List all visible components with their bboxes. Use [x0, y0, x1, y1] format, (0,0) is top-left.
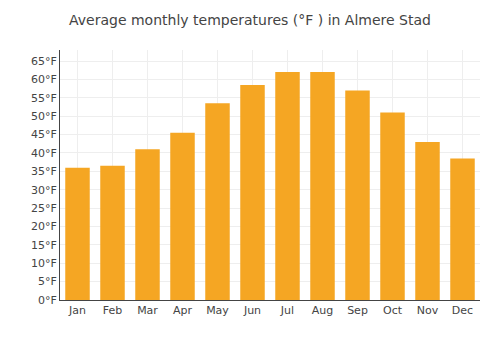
svg-text:Sep: Sep: [347, 304, 368, 317]
svg-text:Aug: Aug: [312, 304, 333, 317]
svg-text:Oct: Oct: [383, 304, 403, 317]
svg-text:Dec: Dec: [452, 304, 473, 317]
svg-text:May: May: [206, 304, 229, 317]
svg-text:15°F: 15°F: [31, 239, 57, 252]
svg-text:25°F: 25°F: [31, 202, 57, 215]
svg-text:10°F: 10°F: [31, 257, 57, 270]
svg-text:35°F: 35°F: [31, 165, 57, 178]
svg-text:65°F: 65°F: [31, 55, 57, 68]
svg-text:0°F: 0°F: [38, 294, 57, 307]
svg-text:40°F: 40°F: [31, 147, 57, 160]
svg-text:20°F: 20°F: [31, 220, 57, 233]
svg-text:Mar: Mar: [137, 304, 158, 317]
svg-text:Jun: Jun: [243, 304, 261, 317]
svg-text:Nov: Nov: [417, 304, 439, 317]
svg-text:Feb: Feb: [103, 304, 122, 317]
svg-text:Jan: Jan: [68, 304, 86, 317]
svg-text:Average monthly temperatures (: Average monthly temperatures (°F ) in Al…: [69, 12, 431, 28]
svg-text:Apr: Apr: [173, 304, 193, 317]
svg-text:50°F: 50°F: [31, 110, 57, 123]
svg-text:55°F: 55°F: [31, 92, 57, 105]
svg-text:5°F: 5°F: [38, 275, 57, 288]
svg-text:45°F: 45°F: [31, 128, 57, 141]
svg-text:30°F: 30°F: [31, 184, 57, 197]
svg-text:Jul: Jul: [280, 304, 294, 317]
svg-text:60°F: 60°F: [31, 73, 57, 86]
